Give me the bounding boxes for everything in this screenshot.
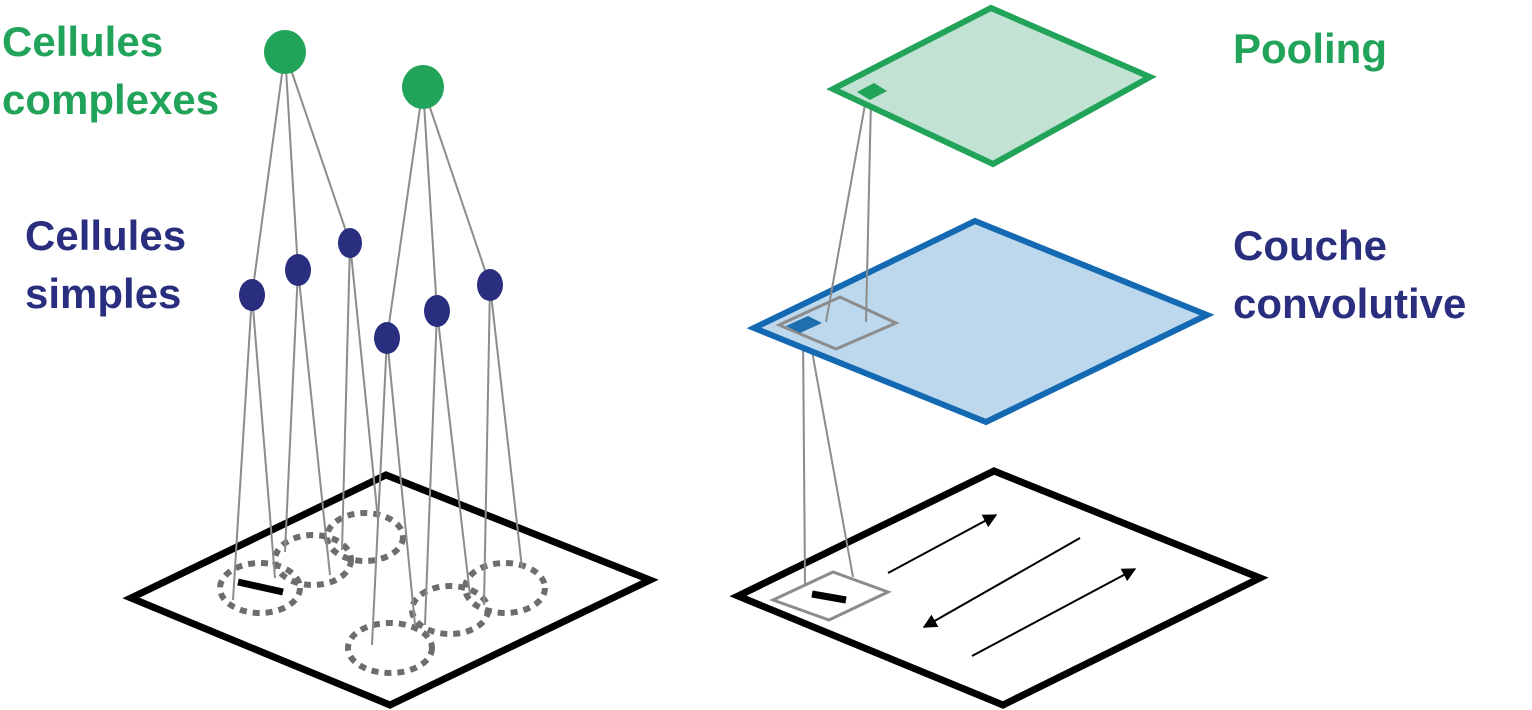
stimulus-bar-icon — [811, 590, 847, 604]
connections — [232, 51, 523, 646]
complex-cells-label: Cellules complexes — [2, 13, 219, 129]
simple-cells-label: Cellules simples — [25, 207, 186, 323]
conv-layer-label-line1: Couche — [1233, 222, 1388, 269]
pooling-label: Pooling — [1233, 20, 1387, 78]
complex-cells — [264, 30, 444, 109]
receptive-field-icon — [462, 560, 548, 616]
simple-cell-icon — [424, 295, 450, 327]
kernel-projection — [802, 332, 854, 585]
complex-cell-icon — [264, 30, 306, 74]
scan-arrow-icon — [971, 568, 1137, 657]
receptive-fields — [217, 510, 548, 676]
simple-cell-icon — [285, 254, 311, 286]
visual-field-plane — [122, 471, 659, 709]
pooling-projection — [825, 98, 872, 323]
complex-cells-label-line2: complexes — [2, 76, 220, 123]
receptive-field-icon — [272, 532, 354, 588]
biological-model — [122, 30, 659, 709]
receptive-field-icon — [345, 620, 435, 676]
scan-arrows — [887, 514, 1137, 657]
pooling-unit-marker — [857, 83, 887, 100]
conv-layer-label: Couche convolutive — [1233, 217, 1466, 333]
receptive-field-icon — [217, 560, 303, 616]
scan-arrow-icon — [922, 537, 1081, 628]
complex-cell-icon — [402, 65, 444, 109]
simple-cell-icon — [477, 269, 503, 301]
conv-layer-label-line2: convolutive — [1233, 280, 1467, 327]
simple-cells-label-line1: Cellules — [25, 212, 187, 259]
pooling-label-text: Pooling — [1233, 25, 1387, 72]
pooling-layer-plane — [826, 4, 1157, 168]
kernel-window — [769, 570, 892, 622]
conv-unit-marker — [786, 316, 822, 333]
simple-cell-icon — [338, 228, 362, 258]
stimulus-bar-icon — [237, 578, 284, 596]
simple-cell-icon — [239, 279, 265, 311]
convolution-layer-plane — [746, 217, 1215, 426]
complex-cells-label-line1: Cellules — [2, 18, 164, 65]
receptive-field-icon — [324, 510, 406, 564]
pooling-window — [775, 295, 900, 351]
input-image-plane — [729, 467, 1269, 709]
simple-cells — [239, 228, 503, 354]
scan-arrow-icon — [887, 514, 998, 574]
cnn-model — [729, 4, 1269, 709]
simple-cells-label-line2: simples — [25, 270, 182, 317]
simple-cell-icon — [374, 322, 400, 354]
